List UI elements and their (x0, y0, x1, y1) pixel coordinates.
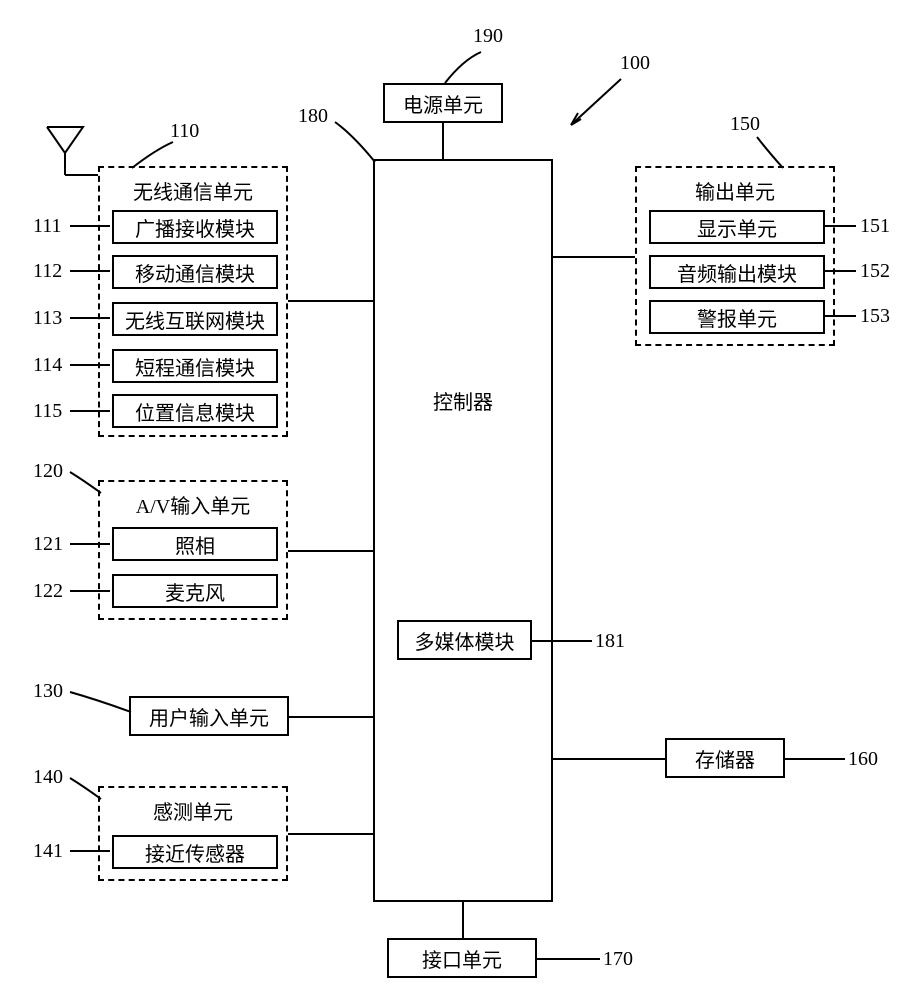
line-av-controller (288, 550, 373, 552)
ref-100: 100 (620, 52, 650, 75)
controller-box: 控制器 (373, 159, 553, 902)
line-memory-controller (553, 758, 665, 760)
leader-112 (70, 270, 110, 272)
leader-141 (70, 850, 110, 852)
leader-152 (823, 270, 856, 272)
line-antenna-h (65, 174, 98, 176)
controller-label: 控制器 (433, 386, 493, 415)
ref-113: 113 (33, 307, 62, 330)
ref-122: 122 (33, 580, 63, 603)
camera-box: 照相 (112, 527, 278, 561)
line-power-controller (442, 123, 444, 159)
leader-160 (785, 758, 845, 760)
broadcast-box: 广播接收模块 (112, 210, 278, 244)
ref-121: 121 (33, 533, 63, 556)
ref-130: 130 (33, 680, 63, 703)
mobile-box: 移动通信模块 (112, 255, 278, 289)
mobile-label: 移动通信模块 (135, 258, 255, 287)
leader-151 (823, 225, 856, 227)
proximity-box: 接近传感器 (112, 835, 278, 869)
userinput-label: 用户输入单元 (149, 702, 269, 731)
sensing-unit-box: 感测单元 接近传感器 (98, 786, 288, 881)
leader-190 (443, 50, 483, 85)
wireless-unit-title: 无线通信单元 (100, 176, 286, 205)
line-wireless-controller (288, 300, 373, 302)
internet-label: 无线互联网模块 (125, 305, 265, 334)
mic-box: 麦克风 (112, 574, 278, 608)
ref-152: 152 (860, 260, 890, 283)
ref-181: 181 (595, 630, 625, 653)
audio-label: 音频输出模块 (677, 258, 797, 287)
leader-111 (70, 225, 110, 227)
wireless-unit-box: 无线通信单元 广播接收模块 移动通信模块 无线互联网模块 短程通信模块 位置信息… (98, 166, 288, 437)
ref-190: 190 (473, 25, 503, 48)
shortrange-label: 短程通信模块 (135, 352, 255, 381)
ref-114: 114 (33, 354, 62, 377)
power-unit-label: 电源单元 (403, 89, 483, 118)
leader-115 (70, 410, 110, 412)
ref-110: 110 (170, 120, 199, 143)
interface-label: 接口单元 (422, 944, 502, 973)
interface-box: 接口单元 (387, 938, 537, 978)
multimedia-label: 多媒体模块 (415, 626, 515, 655)
ref-141: 141 (33, 840, 63, 863)
alarm-label: 警报单元 (697, 303, 777, 332)
line-sensing-controller (288, 833, 373, 835)
avinput-unit-box: A/V输入单元 照相 麦克风 (98, 480, 288, 620)
leader-121 (70, 543, 110, 545)
memory-box: 存储器 (665, 738, 785, 778)
location-label: 位置信息模块 (135, 397, 255, 426)
leader-181 (532, 640, 592, 642)
alarm-box: 警报单元 (649, 300, 825, 334)
ref-170: 170 (603, 948, 633, 971)
mic-label: 麦克风 (165, 577, 225, 606)
shortrange-box: 短程通信模块 (112, 349, 278, 383)
proximity-label: 接近传感器 (145, 838, 245, 867)
userinput-box: 用户输入单元 (129, 696, 289, 736)
leader-153 (823, 315, 856, 317)
antenna-icon (45, 125, 85, 175)
line-controller-interface (462, 902, 464, 938)
location-box: 位置信息模块 (112, 394, 278, 428)
memory-label: 存储器 (695, 744, 755, 773)
broadcast-label: 广播接收模块 (135, 213, 255, 242)
leader-114 (70, 364, 110, 366)
ref-115: 115 (33, 400, 62, 423)
leader-170 (537, 958, 600, 960)
line-output-controller (553, 256, 635, 258)
ref-160: 160 (848, 748, 878, 771)
leader-113 (70, 317, 110, 319)
sensing-unit-title: 感测单元 (100, 796, 286, 825)
arrow-100 (563, 77, 623, 132)
ref-180: 180 (298, 105, 328, 128)
power-unit-box: 电源单元 (383, 83, 503, 123)
leader-150 (755, 135, 785, 170)
internet-box: 无线互联网模块 (112, 302, 278, 336)
audio-box: 音频输出模块 (649, 255, 825, 289)
output-unit-box: 输出单元 显示单元 音频输出模块 警报单元 (635, 166, 835, 346)
camera-label: 照相 (175, 530, 215, 559)
ref-140: 140 (33, 766, 63, 789)
leader-130 (68, 690, 133, 715)
line-userinput-controller (289, 716, 373, 718)
ref-120: 120 (33, 460, 63, 483)
output-unit-title: 输出单元 (637, 176, 833, 205)
ref-153: 153 (860, 305, 890, 328)
ref-150: 150 (730, 113, 760, 136)
ref-112: 112 (33, 260, 62, 283)
display-label: 显示单元 (697, 213, 777, 242)
ref-111: 111 (33, 215, 62, 238)
ref-151: 151 (860, 215, 890, 238)
multimedia-box: 多媒体模块 (397, 620, 532, 660)
leader-180 (333, 120, 378, 165)
leader-122 (70, 590, 110, 592)
display-box: 显示单元 (649, 210, 825, 244)
avinput-unit-title: A/V输入单元 (100, 490, 286, 519)
